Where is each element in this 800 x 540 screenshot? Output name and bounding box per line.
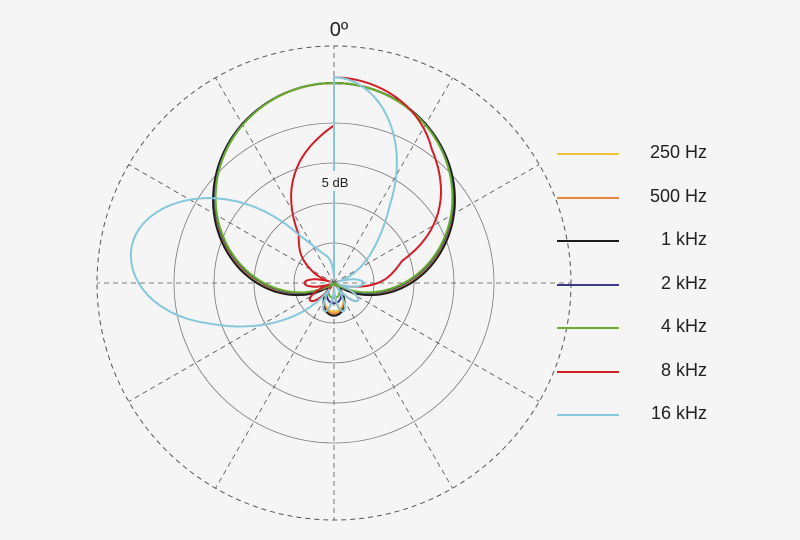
chart-legend: 250 Hz 500 Hz 1 kHz 2 kHz 4 kHz 8 kHz 16 kHz bbox=[555, 134, 715, 439]
legend-swatch bbox=[557, 370, 619, 373]
polar-grid bbox=[96, 45, 572, 521]
grid-spoke-120 bbox=[333, 282, 540, 402]
chart-labels: 0º 5 dB bbox=[315, 19, 355, 191]
legend-item: 4 kHz bbox=[555, 308, 715, 352]
ring-label-background bbox=[315, 171, 355, 191]
grid-spoke-60 bbox=[333, 164, 540, 284]
legend-item: 8 kHz bbox=[555, 352, 715, 396]
series-curve-16khz bbox=[129, 76, 398, 328]
grid-spoke-30 bbox=[333, 77, 453, 284]
grid-spoke-210 bbox=[215, 282, 335, 489]
legend-swatch bbox=[557, 153, 619, 155]
legend-label: 8 kHz bbox=[660, 359, 707, 380]
series-curve-4khz bbox=[214, 82, 454, 300]
legend-swatch bbox=[557, 240, 619, 242]
grid-spoke-240 bbox=[128, 282, 335, 402]
ring-label: 5 dB bbox=[322, 175, 349, 190]
legend-label: 4 kHz bbox=[660, 316, 707, 336]
legend-item: 500 Hz bbox=[555, 178, 715, 222]
legend-item: 16 kHz bbox=[555, 395, 715, 439]
grid-spoke-330 bbox=[215, 77, 335, 284]
legend-label: 1 kHz bbox=[660, 229, 707, 249]
legend-label: 250 Hz bbox=[649, 142, 707, 162]
legend-item: 250 Hz bbox=[555, 134, 715, 178]
grid-spoke-150 bbox=[333, 282, 453, 489]
legend-swatch bbox=[557, 196, 619, 199]
legend-item: 1 kHz bbox=[555, 221, 715, 265]
response-curves bbox=[129, 76, 456, 328]
series-curve-1khz bbox=[212, 82, 456, 317]
legend-label: 16 kHz bbox=[650, 403, 707, 423]
legend-swatch bbox=[557, 414, 619, 416]
legend-label: 500 Hz bbox=[649, 185, 707, 206]
grid-spoke-300 bbox=[128, 164, 335, 284]
angle-label-0: 0º bbox=[330, 19, 349, 41]
legend-label: 2 kHz bbox=[660, 272, 707, 293]
legend-swatch bbox=[557, 283, 619, 286]
legend-item: 2 kHz bbox=[555, 265, 715, 309]
legend-swatch bbox=[557, 327, 619, 329]
